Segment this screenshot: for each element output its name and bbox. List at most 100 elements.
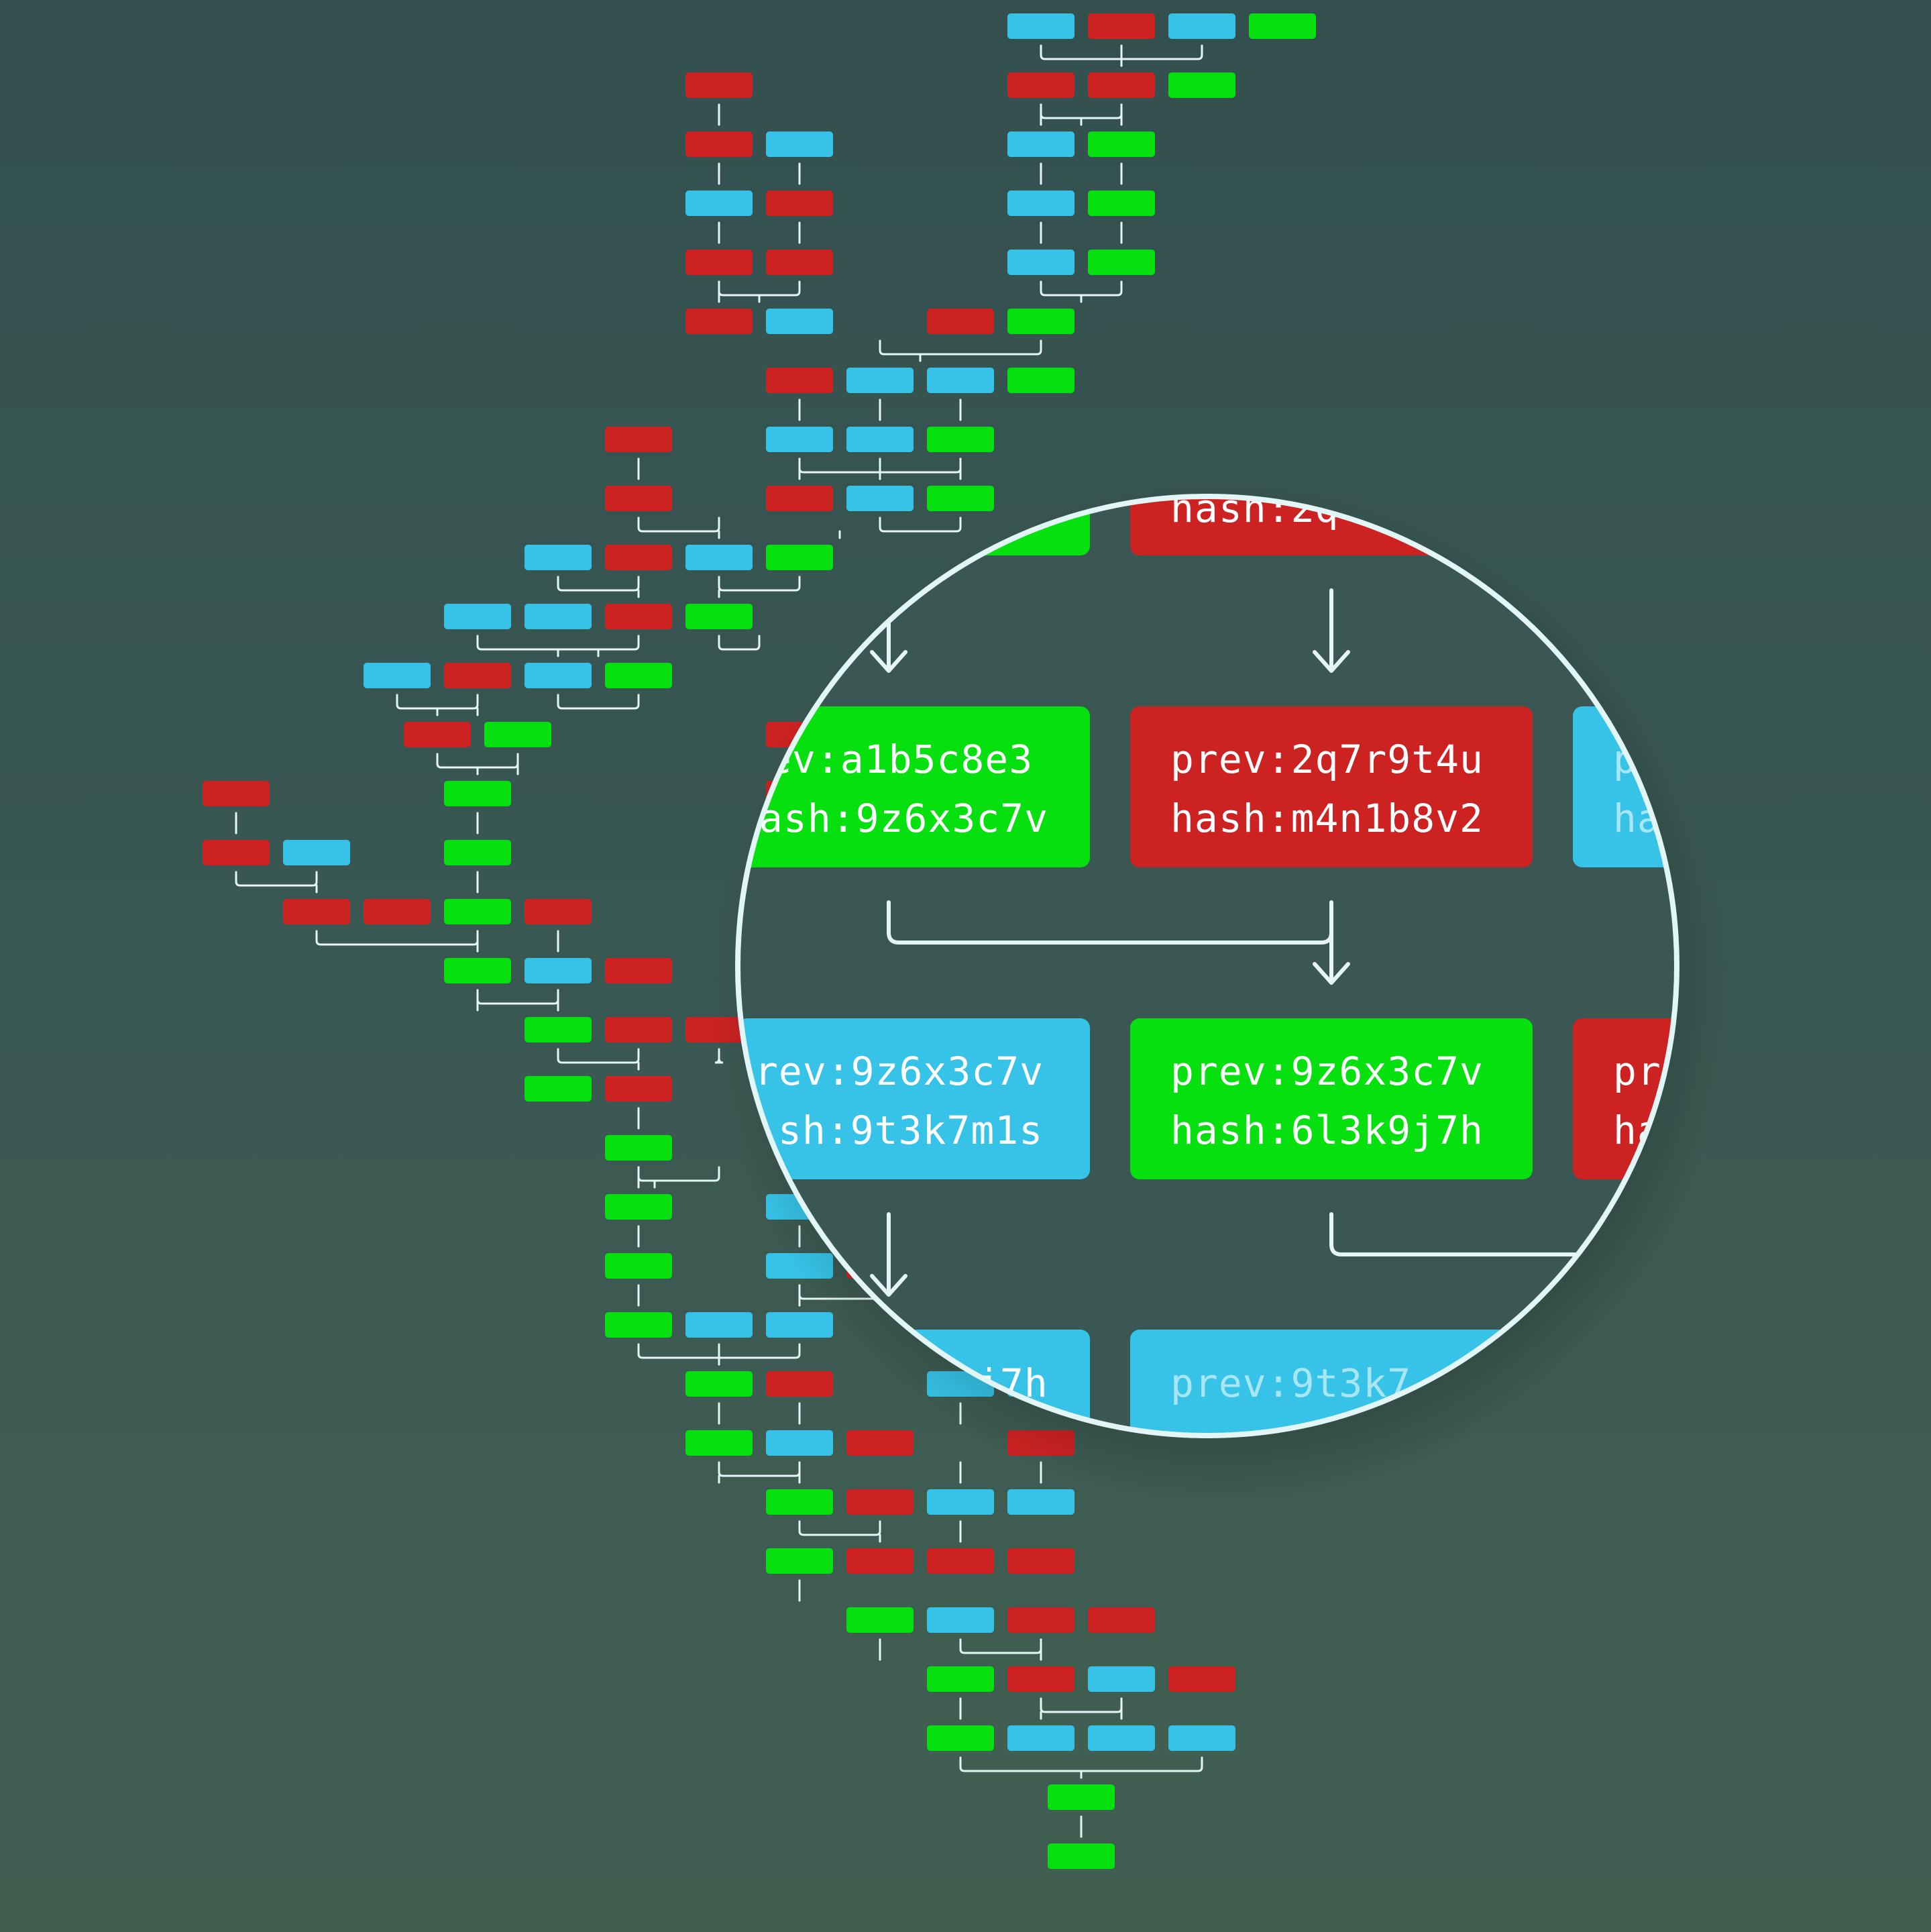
block-green <box>444 958 511 983</box>
lens-hash-row1-mid: hash:m4n1b8v2 <box>1170 796 1484 841</box>
block-blue <box>1168 1725 1235 1751</box>
block-blue <box>1007 250 1074 275</box>
block-red <box>1088 13 1155 39</box>
connector-bracket <box>1040 1697 1123 1720</box>
lens-hash-row1-left: ash:9z6x3c7v <box>759 796 1048 841</box>
connector-bracket <box>557 576 640 598</box>
arrow-down-icon <box>870 1212 1665 1297</box>
block-blue <box>525 958 592 983</box>
block-blue <box>444 604 511 629</box>
block-blue <box>1007 13 1074 39</box>
block-red <box>685 250 753 275</box>
block-red <box>203 840 270 865</box>
connector-bracket <box>1040 103 1123 126</box>
block-blue <box>364 663 431 688</box>
block-red <box>766 1371 833 1397</box>
block-blue <box>1007 131 1074 157</box>
block-green <box>1048 1843 1115 1869</box>
lens-background <box>738 496 1677 1436</box>
block-green <box>444 781 511 806</box>
block-blue <box>766 427 833 452</box>
lens-hash-row2-mid: hash:6l3k9j7h <box>1170 1108 1484 1153</box>
block-green <box>766 1489 833 1515</box>
block-blue <box>927 1607 994 1633</box>
block-green <box>766 545 833 570</box>
block-green <box>685 1371 753 1397</box>
block-green <box>927 1666 994 1692</box>
connector-bracket <box>718 576 801 598</box>
block-red <box>1088 1607 1155 1633</box>
block-blue <box>1088 1725 1155 1751</box>
block-blue <box>927 368 994 393</box>
block-blue <box>846 486 914 511</box>
block-green <box>605 1253 672 1279</box>
block-green <box>1007 368 1074 393</box>
block-blue <box>525 663 592 688</box>
connector-bracket <box>718 1461 801 1484</box>
block-red <box>364 899 431 924</box>
block-blue <box>283 840 350 865</box>
connector-bracket <box>959 1756 1203 1779</box>
block-red <box>766 368 833 393</box>
block-red <box>1007 72 1074 98</box>
block-red <box>927 309 994 334</box>
block-green <box>444 899 511 924</box>
connector-bracket <box>557 1048 640 1071</box>
block-blue <box>685 545 753 570</box>
connector-bracket <box>718 280 801 303</box>
block-green <box>927 427 994 452</box>
block-blue <box>525 545 592 570</box>
block-blue <box>1007 1725 1074 1751</box>
block-red <box>444 663 511 688</box>
block-blue <box>766 131 833 157</box>
block-red <box>605 545 672 570</box>
block-green <box>766 1548 833 1574</box>
block-blue <box>927 1489 994 1515</box>
connector-bracket <box>879 339 1042 362</box>
block-blue <box>685 191 753 216</box>
block-red <box>525 899 592 924</box>
block-red <box>1007 1607 1074 1633</box>
merge-arrow-icon <box>887 900 1350 985</box>
block-red <box>1168 1666 1235 1692</box>
block-green <box>605 1135 672 1161</box>
block-red <box>605 486 672 511</box>
block-green <box>444 840 511 865</box>
zoom-lens: hash:2q ev:a1b5c8e3 ash:9z6x3c7v prev:2q… <box>711 483 1730 1503</box>
block-blue <box>766 1430 833 1456</box>
block-green <box>525 1017 592 1042</box>
block-green <box>605 1312 672 1338</box>
connector-bracket <box>637 517 720 539</box>
block-green <box>605 1194 672 1220</box>
connector-bracket <box>315 930 479 953</box>
block-red <box>1088 72 1155 98</box>
lens-prev-row2-mid: prev:9z6x3c7v <box>1170 1049 1484 1094</box>
lens-prev-row1-left: ev:a1b5c8e3 <box>768 737 1033 782</box>
block-red <box>605 958 672 983</box>
block-green <box>685 1430 753 1456</box>
block-red <box>605 427 672 452</box>
lens-prev-row2-right: pr <box>1613 1049 1661 1094</box>
block-blue <box>766 309 833 334</box>
block-green <box>927 486 994 511</box>
lens-prev-row3-mid: prev:9t3k7 <box>1170 1360 1411 1406</box>
lens-block-row2-left <box>738 1018 1090 1179</box>
block-red <box>1007 1548 1074 1574</box>
connector-bracket <box>798 458 962 480</box>
connector-bracket <box>637 1343 801 1366</box>
block-green <box>1088 191 1155 216</box>
block-green <box>1088 250 1155 275</box>
block-green <box>927 1725 994 1751</box>
block-blue <box>846 427 914 452</box>
block-red <box>685 72 753 98</box>
connector-bracket <box>235 871 318 894</box>
block-red <box>846 1548 914 1574</box>
block-red <box>283 899 350 924</box>
lens-prev-row1-mid: prev:2q7r9t4u <box>1170 737 1484 782</box>
block-blue <box>1168 13 1235 39</box>
lens-block-row1-left <box>738 706 1090 867</box>
block-red <box>1007 1666 1074 1692</box>
lens-hash-row2-left: sh:9t3k7m1s <box>778 1108 1043 1153</box>
connector-bracket <box>879 1638 1042 1661</box>
connector-bracket <box>637 1166 720 1189</box>
